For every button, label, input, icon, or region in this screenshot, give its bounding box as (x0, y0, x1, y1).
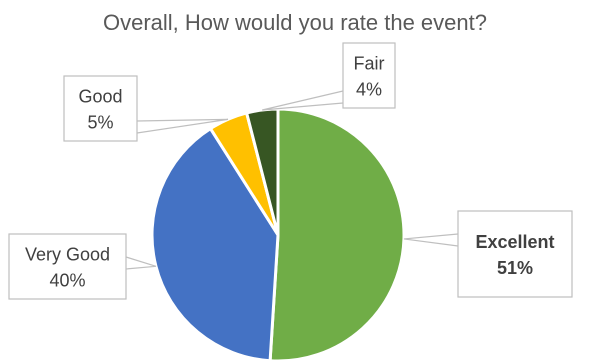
callout-box (457, 210, 573, 298)
data-label-value: 40% (49, 271, 85, 291)
data-label-value: 51% (497, 258, 533, 278)
callout-leader-line (125, 256, 157, 270)
data-label-category: Very Good (25, 245, 110, 265)
data-label-value: 4% (356, 80, 382, 100)
callout-leader-line (136, 118, 229, 134)
pie-slice-excellent (268, 107, 406, 361)
data-label-very-good: Very Good 40% (8, 233, 157, 300)
data-label-category: Good (78, 87, 122, 107)
callout-box (342, 42, 396, 109)
data-label-excellent: Excellent 51% (403, 210, 573, 298)
data-label-category: Fair (354, 54, 385, 74)
callout-box (63, 75, 138, 142)
data-label-fair: Fair 4% (262, 42, 396, 111)
callout-leader-line (403, 233, 459, 247)
data-label-good: Good 5% (63, 75, 229, 142)
callout-box (8, 233, 127, 300)
chart-title: Overall, How would you rate the event? (103, 10, 487, 35)
pie-slices (150, 107, 406, 361)
data-label-category: Excellent (475, 232, 554, 252)
data-label-callouts: Excellent 51% Very Good 40% Good 5% Fair 4% (8, 42, 573, 300)
data-label-value: 5% (87, 113, 113, 133)
callout-leader-line (262, 90, 344, 111)
